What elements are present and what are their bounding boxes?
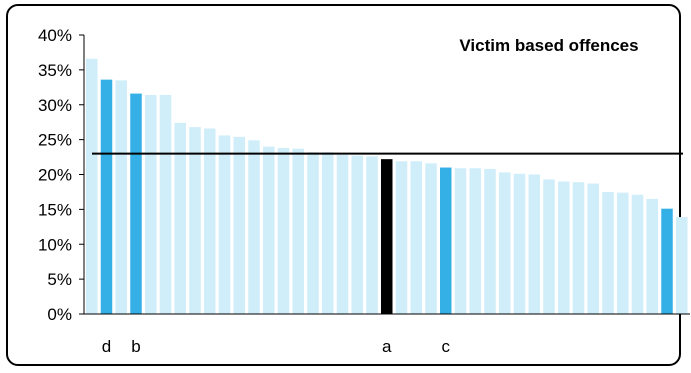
bar: [233, 136, 245, 314]
bar: [336, 154, 349, 314]
bar: [263, 146, 275, 314]
bar: [159, 94, 172, 315]
bars-layer: [86, 58, 688, 315]
bar: [189, 127, 201, 314]
y-tick-label: 5%: [47, 270, 72, 289]
category-label: d: [102, 337, 111, 356]
bar: [86, 58, 98, 314]
bar: [631, 194, 644, 314]
bar: [351, 155, 363, 314]
bar: [617, 192, 629, 314]
bar: [292, 148, 304, 314]
bar: [425, 163, 437, 314]
bar: [322, 152, 334, 314]
bar: [145, 94, 157, 315]
y-tick-label: 20%: [38, 166, 72, 185]
bar: [307, 152, 319, 314]
bar: [646, 198, 658, 314]
category-label: b: [131, 337, 140, 356]
bar: [440, 167, 452, 314]
bar: [558, 181, 570, 314]
y-tick-label: 10%: [38, 235, 72, 254]
bar: [602, 191, 614, 314]
y-tick-labels: 0% 5% 10% 15% 20% 25% 30% 35% 40%: [38, 26, 84, 324]
bar: [248, 140, 260, 314]
y-tick-label: 25%: [38, 131, 72, 150]
bar: [381, 159, 393, 314]
bar: [543, 179, 555, 314]
bar: [528, 174, 540, 314]
category-labels: dbace: [102, 337, 451, 356]
bar: [277, 148, 290, 314]
bar: [174, 122, 186, 314]
bar: [587, 183, 599, 314]
y-tick-label: 40%: [38, 26, 72, 45]
bar: [513, 173, 526, 314]
y-tick-label: 0%: [47, 305, 72, 324]
bar: [218, 135, 231, 314]
bar: [676, 217, 688, 314]
y-tick-label: 35%: [38, 61, 72, 80]
category-label: a: [382, 337, 392, 356]
bar: [454, 168, 467, 314]
y-tick-label: 30%: [38, 96, 72, 115]
y-tick-label: 15%: [38, 200, 72, 219]
bar: [115, 80, 127, 314]
bar: [484, 168, 496, 314]
bar: [469, 168, 481, 314]
bar: [395, 161, 408, 314]
category-label: c: [442, 337, 451, 356]
chart-title: Victim based offences: [459, 36, 638, 55]
bar: [204, 128, 216, 314]
bar: [130, 93, 142, 314]
bar: [410, 161, 422, 314]
bar: [572, 182, 585, 314]
bar: [366, 156, 378, 314]
bar: [100, 79, 113, 314]
bar: [661, 208, 673, 314]
bar: [499, 172, 511, 314]
